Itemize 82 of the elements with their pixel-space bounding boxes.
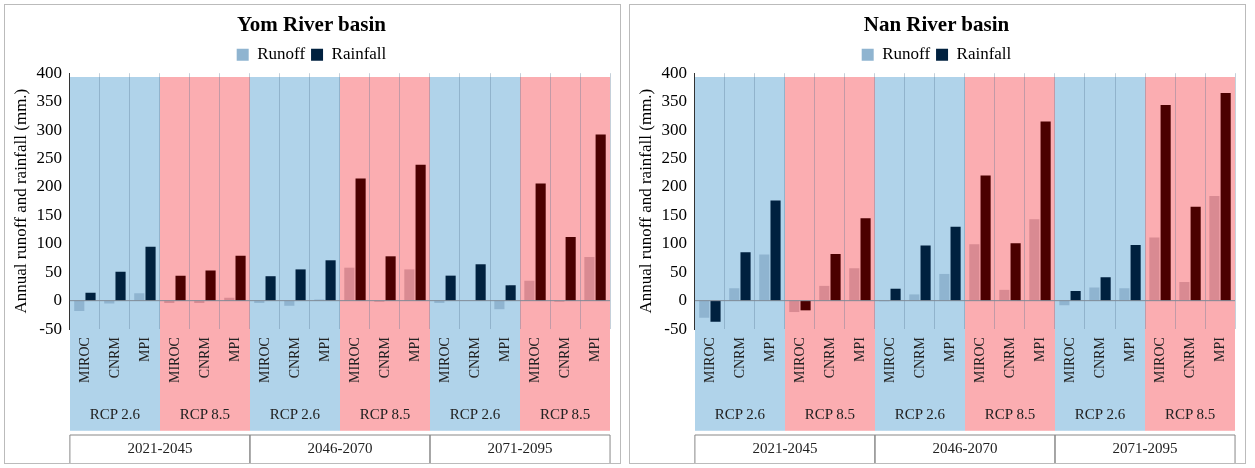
y-tick-label: 150 [36, 204, 62, 224]
x-tick-label: MIROC [166, 337, 182, 384]
text: RCP 8.5 [179, 405, 231, 422]
y-tick-label: 100 [661, 233, 687, 253]
text: RCP 2.6 [449, 405, 501, 422]
text: RCP 8.5 [359, 405, 411, 422]
x-tick-label: MPI [1121, 336, 1137, 363]
x-tick-label: CNRM [286, 336, 302, 379]
text: RCP 2.6 [269, 405, 321, 422]
x-tick-label: MIROC [881, 337, 897, 384]
x-tick-label: MIROC [526, 337, 542, 384]
legend-label: Rainfall [331, 44, 387, 64]
y-tick-label: 350 [661, 91, 687, 111]
text: 2071-2095 [1112, 439, 1178, 456]
y-tick-label: 0 [678, 290, 687, 310]
x-tick-label: MPI [226, 336, 242, 363]
x-tick-label: CNRM [466, 336, 482, 379]
x-tick-label: MPI [941, 336, 957, 363]
y-tick-label: -50 [664, 318, 687, 338]
y-axis-title: Annual runoff and rainfall (mm.) [10, 88, 30, 314]
text: 2021-2045 [127, 439, 193, 456]
y-tick-label: 400 [661, 62, 687, 82]
x-tick-label: MIROC [436, 337, 452, 384]
x-tick-label: MIROC [971, 337, 987, 384]
x-tick-label: MPI [136, 336, 152, 363]
y-tick-label: 350 [36, 91, 62, 111]
x-tick-label: CNRM [911, 336, 927, 379]
x-tick-label: MPI [496, 336, 512, 363]
y-tick-label: 250 [36, 147, 62, 167]
text: 2046-2070 [307, 439, 373, 456]
x-tick-label: MIROC [76, 337, 92, 384]
y-tick-label: 250 [661, 147, 687, 167]
y-tick-label: 0 [53, 290, 62, 310]
x-tick-label: CNRM [1181, 336, 1197, 379]
x-tick-label: MIROC [1151, 337, 1167, 384]
text: 2046-2070 [932, 439, 998, 456]
y-tick-label: 300 [661, 119, 687, 139]
y-tick-label: 50 [44, 261, 62, 281]
y-tick-label: 50 [669, 261, 687, 281]
chart-title: Nan River basin [863, 12, 1010, 37]
text: RCP 2.6 [89, 405, 141, 422]
chart-title: Yom River basin [237, 12, 387, 37]
x-tick-label: MPI [1031, 336, 1047, 363]
text: RCP 2.6 [714, 405, 766, 422]
x-tick-label: CNRM [1001, 336, 1017, 379]
y-tick-label: 400 [36, 62, 62, 82]
x-tick-label: CNRM [196, 336, 212, 379]
x-tick-label: MPI [406, 336, 422, 363]
legend-label: Rainfall [956, 44, 1012, 64]
x-tick-label: CNRM [1091, 336, 1107, 379]
y-axis-title: Annual runoff and rainfall (mm.) [635, 88, 655, 314]
x-tick-label: MPI [851, 336, 867, 363]
y-tick-label: 200 [36, 176, 62, 196]
x-tick-label: CNRM [376, 336, 392, 379]
text: 2071-2095 [487, 439, 553, 456]
y-tick-label: 300 [36, 119, 62, 139]
text: RCP 8.5 [1164, 405, 1216, 422]
text: RCP 8.5 [984, 405, 1036, 422]
x-tick-label: CNRM [731, 336, 747, 379]
legend-label: Runoff [882, 44, 931, 64]
x-tick-label: MIROC [256, 337, 272, 384]
text: RCP 8.5 [539, 405, 591, 422]
x-tick-label: MIROC [1061, 337, 1077, 384]
x-tick-label: MIROC [701, 337, 717, 384]
x-tick-label: MPI [316, 336, 332, 363]
legend-label: Runoff [257, 44, 306, 64]
x-tick-label: CNRM [821, 336, 837, 379]
x-tick-label: CNRM [106, 336, 122, 379]
x-tick-label: MIROC [346, 337, 362, 384]
y-tick-label: 100 [36, 233, 62, 253]
x-tick-label: MPI [761, 336, 777, 363]
y-tick-label: -50 [39, 318, 62, 338]
y-tick-label: 200 [661, 176, 687, 196]
text: RCP 8.5 [804, 405, 856, 422]
text: RCP 2.6 [1074, 405, 1126, 422]
x-tick-label: MIROC [791, 337, 807, 384]
text: RCP 2.6 [894, 405, 946, 422]
x-tick-label: CNRM [556, 336, 572, 379]
x-tick-label: MPI [1211, 336, 1227, 363]
y-tick-label: 150 [661, 204, 687, 224]
x-tick-label: MPI [586, 336, 602, 363]
text: 2021-2045 [752, 439, 818, 456]
